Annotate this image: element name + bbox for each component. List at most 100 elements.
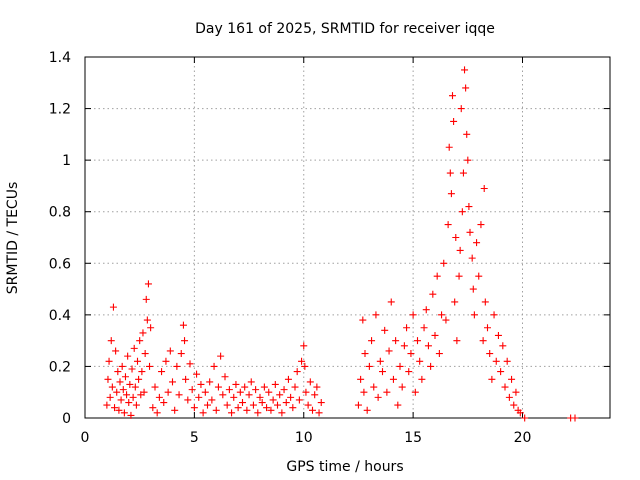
data-point <box>274 401 281 409</box>
data-point <box>379 368 386 376</box>
data-point <box>230 393 238 401</box>
data-point <box>269 396 277 404</box>
data-point <box>486 350 494 358</box>
data-point <box>193 370 201 378</box>
data-point <box>571 414 579 422</box>
data-point <box>217 352 225 360</box>
data-point <box>107 337 115 345</box>
data-points <box>103 66 579 422</box>
data-point <box>409 311 417 319</box>
data-point <box>458 208 466 216</box>
axis-ticks: 0 5 10 15 20 0 0.2 0.4 0.6 0.8 1 1.2 1.4 <box>49 50 610 446</box>
data-point <box>462 84 470 92</box>
data-point <box>197 380 205 388</box>
data-point <box>440 259 448 267</box>
data-point <box>276 391 284 399</box>
data-point <box>140 388 148 396</box>
data-point <box>184 396 192 404</box>
data-point <box>147 324 155 332</box>
data-point <box>287 393 295 401</box>
data-point <box>357 375 365 383</box>
data-point <box>234 404 242 412</box>
data-point <box>289 404 297 412</box>
data-point <box>473 239 481 247</box>
data-point <box>505 393 513 401</box>
data-point <box>243 406 251 414</box>
data-point <box>407 350 415 358</box>
data-point <box>370 383 378 391</box>
data-point <box>146 362 154 370</box>
y-tick-label: 0.2 <box>49 359 71 375</box>
data-point <box>103 401 111 409</box>
data-point <box>293 368 301 376</box>
data-point <box>385 347 393 355</box>
data-point <box>239 399 246 407</box>
data-point <box>206 378 214 386</box>
data-point <box>141 350 149 358</box>
data-point <box>477 221 485 229</box>
data-point <box>108 383 116 391</box>
data-point <box>123 391 131 399</box>
data-point <box>306 378 314 386</box>
data-point <box>106 393 114 401</box>
data-point <box>516 409 524 417</box>
data-point <box>223 401 231 409</box>
data-point <box>232 380 240 388</box>
data-point <box>490 311 498 319</box>
data-point <box>400 342 408 350</box>
data-point <box>245 391 253 399</box>
data-point <box>282 399 290 407</box>
data-point <box>481 298 489 306</box>
data-point <box>424 342 432 350</box>
y-tick-label: 0.8 <box>49 205 71 221</box>
data-point <box>160 399 168 407</box>
data-point <box>177 350 185 358</box>
data-point <box>365 362 373 370</box>
y-tick-label: 1.4 <box>49 50 71 66</box>
data-point <box>284 375 292 383</box>
data-point <box>142 295 150 303</box>
data-point <box>112 347 120 355</box>
data-point <box>317 399 325 407</box>
data-point <box>361 350 369 358</box>
data-point <box>143 316 151 324</box>
y-tick-label: 0.6 <box>49 256 71 272</box>
data-point <box>418 375 426 383</box>
data-point <box>383 388 391 396</box>
data-point <box>403 324 411 332</box>
data-point <box>131 383 139 391</box>
data-point <box>411 388 419 396</box>
data-point <box>181 337 189 345</box>
data-point <box>188 386 196 394</box>
data-point <box>374 393 382 401</box>
data-point <box>166 347 174 355</box>
data-point <box>521 414 529 422</box>
data-point <box>182 375 190 383</box>
data-point <box>111 404 119 412</box>
data-point <box>210 362 218 370</box>
data-point <box>151 383 159 391</box>
data-point <box>219 391 227 399</box>
data-point <box>149 404 157 412</box>
data-point <box>241 383 249 391</box>
data-point <box>354 401 362 409</box>
data-point <box>359 316 367 324</box>
data-point <box>212 406 220 414</box>
data-point <box>304 401 312 409</box>
data-point <box>139 329 147 337</box>
data-point <box>271 380 279 388</box>
data-point <box>117 396 125 404</box>
data-point <box>510 401 518 409</box>
data-point <box>126 380 134 388</box>
data-point <box>138 368 146 376</box>
data-point <box>442 316 450 324</box>
data-point <box>136 337 144 345</box>
data-point <box>461 66 469 74</box>
data-point <box>155 393 163 401</box>
plot-frame <box>84 56 611 419</box>
data-point <box>128 365 136 373</box>
data-point <box>499 342 507 350</box>
data-point <box>267 406 275 414</box>
grid-lines <box>85 57 610 418</box>
